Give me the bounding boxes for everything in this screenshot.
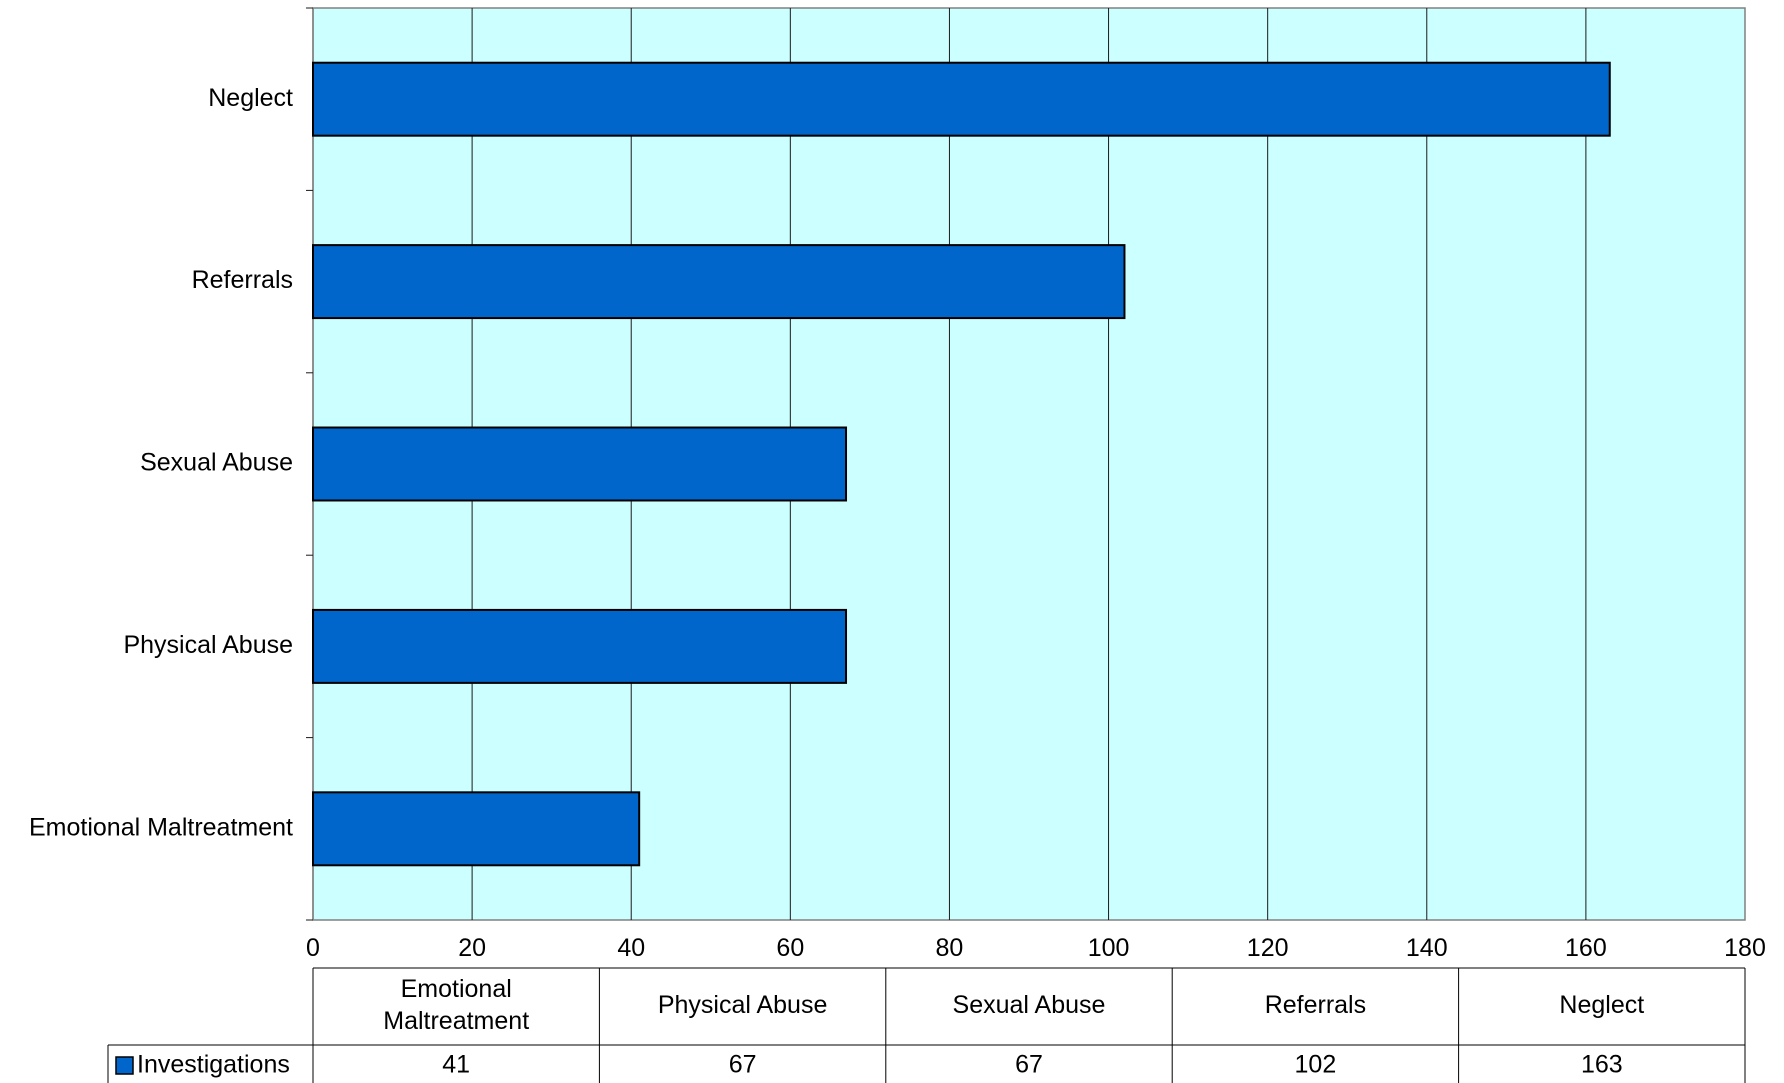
table-value-cell: 67 [729,1051,757,1079]
x-axis-ticks: 0 20 40 60 80 100 120 140 160 180 [306,934,1766,962]
category-label: Emotional Maltreatment [29,813,293,841]
bar [312,244,1126,320]
bars [312,61,1611,867]
data-table: Emotional Maltreatment Physical Abuse Sexua… [107,967,1746,1083]
x-tick-label: 0 [306,934,320,962]
category-label: Sexual Abuse [140,449,293,477]
x-tick-label: 120 [1247,934,1289,962]
bar [312,791,641,867]
table-value-cell: 163 [1581,1051,1623,1079]
x-tick-label: 20 [458,934,486,962]
legend-key [115,1056,134,1075]
x-tick-label: 80 [936,934,964,962]
table-value-cell: 67 [1015,1051,1043,1079]
x-tick-label: 40 [617,934,645,962]
table-header-cell: Physical Abuse [658,991,828,1019]
table-header-cell: Emotional [401,975,512,1003]
x-tick-label: 60 [776,934,804,962]
bar [312,61,1611,137]
legend-series-name: Investigations [137,1051,290,1079]
table-value-cell: 102 [1295,1051,1337,1079]
x-tick-label: 140 [1406,934,1448,962]
table-header-cell: Referrals [1265,991,1366,1019]
category-label: Physical Abuse [123,631,293,659]
table-value-cell: 41 [442,1051,470,1079]
category-labels: Emotional Maltreatment Physical Abuse Sexu… [29,84,293,842]
bar [312,426,848,502]
table-header-cell: Sexual Abuse [953,991,1106,1019]
table-header-cell: Maltreatment [383,1007,529,1035]
table-header-cell: Neglect [1559,991,1644,1019]
x-tick-label: 180 [1724,934,1766,962]
x-tick-label: 100 [1088,934,1130,962]
bar [312,608,848,684]
x-tick-label: 160 [1565,934,1607,962]
category-label: Neglect [208,84,293,112]
category-label: Referrals [192,266,293,294]
